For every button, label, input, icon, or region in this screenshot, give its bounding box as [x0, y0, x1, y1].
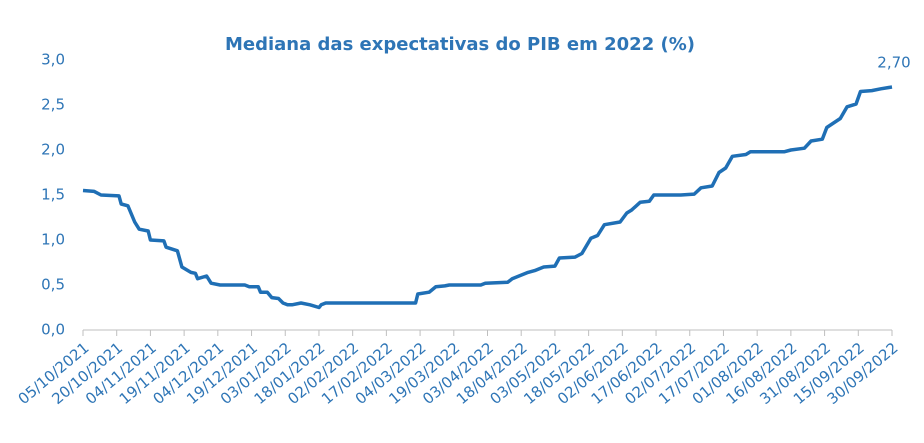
y-tick-label: 2,5 — [41, 96, 65, 114]
y-tick-label: 1,5 — [41, 186, 65, 204]
annotation: 2,70 — [877, 54, 910, 72]
chart-title: Mediana das expectativas do PIB em 2022 … — [225, 34, 695, 55]
y-tick-label: 3,0 — [41, 51, 65, 69]
y-tick-label: 0,0 — [41, 321, 65, 339]
y-tick-label: 1,0 — [41, 231, 65, 249]
data-line — [82, 85, 893, 310]
y-tick-label: 2,0 — [41, 141, 65, 159]
y-tick-label: 0,5 — [41, 276, 65, 294]
